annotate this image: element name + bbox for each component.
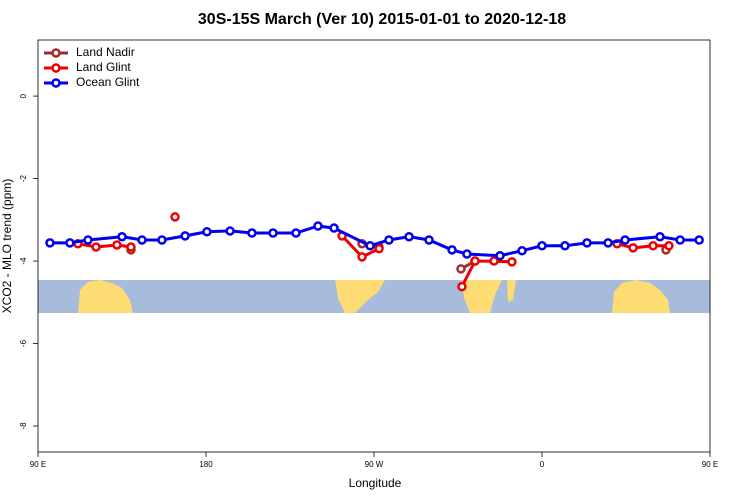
data-point	[170, 212, 180, 222]
data-point	[517, 245, 527, 256]
data-point	[365, 241, 375, 251]
data-point	[291, 228, 301, 238]
land-shape	[507, 280, 516, 302]
data-point	[83, 235, 93, 245]
data-point	[675, 235, 685, 245]
data-point	[404, 231, 414, 242]
data-point	[620, 235, 630, 245]
data-point	[329, 223, 339, 233]
data-point	[225, 226, 235, 236]
data-point	[357, 252, 367, 262]
x-tick-label: 180	[199, 460, 213, 469]
data-point	[470, 256, 480, 266]
land-shape	[612, 280, 670, 313]
data-point	[603, 238, 613, 248]
data-point	[457, 281, 467, 292]
data-point	[112, 240, 122, 250]
land-shape	[335, 280, 385, 313]
data-point	[560, 241, 570, 251]
data-point	[180, 231, 190, 241]
x-tick-label: 90 W	[365, 460, 384, 469]
data-point	[384, 235, 394, 245]
data-point	[424, 235, 434, 245]
data-point	[247, 228, 257, 238]
data-point	[157, 235, 167, 245]
legend-marker	[51, 78, 61, 88]
y-tick-label: -2	[19, 174, 28, 182]
x-tick-label: 0	[540, 460, 545, 469]
data-point	[45, 238, 55, 248]
data-point	[507, 257, 517, 267]
data-point	[648, 241, 658, 251]
y-tick-label: 0	[19, 93, 28, 98]
data-point	[495, 250, 505, 261]
data-point	[447, 245, 457, 255]
data-point	[664, 241, 674, 251]
data-point	[202, 227, 212, 237]
map-band	[38, 280, 710, 313]
data-point	[268, 228, 278, 238]
y-tick-label: -4	[19, 257, 28, 265]
data-point	[462, 249, 472, 259]
data-point	[537, 241, 547, 251]
legend-marker	[51, 63, 61, 73]
data-point	[137, 235, 147, 245]
legend-label: Ocean Glint	[76, 75, 140, 89]
data-point	[582, 238, 592, 248]
legend-label: Land Nadir	[76, 45, 135, 59]
data-point	[91, 242, 101, 252]
data-point	[456, 264, 466, 274]
data-point	[694, 235, 704, 245]
chart-title: 30S-15S March (Ver 10) 2015-01-01 to 202…	[198, 11, 566, 28]
data-point	[313, 221, 323, 231]
data-point	[117, 231, 127, 242]
legend-label: Land Glint	[76, 60, 131, 74]
land-shape	[78, 280, 133, 313]
land-shape	[462, 280, 502, 313]
data-point	[374, 243, 384, 254]
y-axis-label: XCO2 - MLO trend (ppm)	[0, 179, 14, 314]
y-tick-label: -6	[19, 339, 28, 347]
data-point	[65, 238, 75, 248]
data-point	[655, 231, 665, 242]
data-point	[126, 242, 136, 252]
x-tick-label: 90 E	[702, 460, 718, 469]
x-axis-label: Longitude	[349, 476, 402, 490]
data-point	[489, 256, 499, 266]
y-tick-label: -8	[19, 422, 28, 430]
x-tick-label: 90 E	[30, 460, 46, 469]
data-point	[628, 243, 638, 253]
legend-marker	[51, 48, 61, 58]
